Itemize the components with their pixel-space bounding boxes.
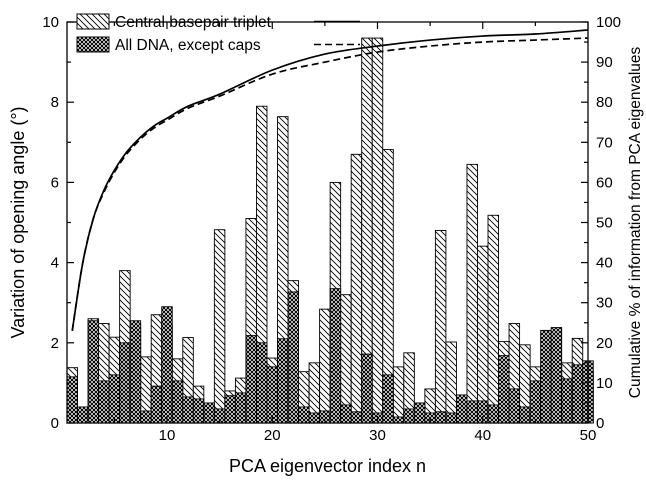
x-tick-label-20: 20 bbox=[264, 427, 281, 444]
central-triplet-bar-25 bbox=[319, 308, 331, 424]
y-tick-label-4: 4 bbox=[51, 255, 59, 272]
all-dna-bar-6 bbox=[119, 342, 131, 424]
y-axis-title: Variation of opening angle (°) bbox=[8, 106, 28, 338]
all-dna-bar-17 bbox=[234, 392, 247, 424]
all-dna-bar-10 bbox=[161, 306, 173, 424]
y2-tick-label-0: 0 bbox=[596, 415, 604, 432]
all-dna-bar-46 bbox=[540, 329, 552, 424]
central-triplet-bar-39 bbox=[466, 163, 478, 424]
central-triplet-bar-30 bbox=[371, 37, 384, 424]
all-dna-bar-36 bbox=[434, 411, 447, 424]
all-dna-bar-34 bbox=[413, 402, 426, 424]
all-dna-bar-44 bbox=[519, 406, 531, 424]
y2-axis-title: Cumulative % of information from PCA eig… bbox=[627, 47, 644, 399]
central-triplet-bar-36 bbox=[434, 230, 447, 424]
all-dna-bar-24 bbox=[308, 412, 321, 424]
y2-tick-label-60: 60 bbox=[596, 174, 613, 191]
all-dna-bar-21 bbox=[277, 338, 289, 424]
all-dna-bar-22 bbox=[287, 291, 300, 424]
x-tick-label-30: 30 bbox=[369, 427, 386, 444]
all-dna-bar-7 bbox=[129, 320, 142, 424]
y-tick-label-10: 10 bbox=[42, 14, 59, 31]
y2-tick-label-30: 30 bbox=[596, 295, 613, 312]
bars-all-dna bbox=[66, 288, 594, 424]
all-dna-bar-8 bbox=[140, 410, 152, 424]
x-tick-label-10: 10 bbox=[159, 427, 176, 444]
legend-label-all-dna: All DNA, except caps bbox=[115, 37, 261, 54]
all-dna-bar-13 bbox=[192, 398, 205, 424]
y2-tick-label-10: 10 bbox=[596, 375, 613, 392]
cumulative-lines bbox=[71, 29, 589, 331]
y-tick-label-6: 6 bbox=[51, 174, 59, 191]
y-tick-label-2: 2 bbox=[51, 335, 59, 352]
legend-swatch-central-triplet bbox=[76, 13, 110, 30]
all-dna-bar-43 bbox=[508, 388, 521, 424]
legend: Central basepair triplet All DNA, except… bbox=[76, 13, 360, 54]
all-dna-bar-49 bbox=[571, 364, 584, 424]
y2-tick-label-100: 100 bbox=[596, 14, 621, 31]
all-dna-bar-28 bbox=[350, 411, 363, 424]
legend-swatch-all-dna bbox=[76, 36, 110, 53]
all-dna-bar-1 bbox=[66, 376, 78, 424]
all-dna-bar-18 bbox=[245, 335, 257, 424]
all-dna-bar-19 bbox=[256, 342, 268, 424]
all-dna-bar-14 bbox=[203, 402, 215, 424]
all-dna-bar-31 bbox=[382, 374, 394, 424]
central-triplet-bar-15 bbox=[213, 229, 226, 424]
x-tick-label-50: 50 bbox=[580, 427, 597, 444]
all-dna-bar-39 bbox=[466, 400, 478, 424]
x-tick-label-40: 40 bbox=[474, 427, 491, 444]
all-dna-bar-33 bbox=[403, 408, 415, 424]
all-dna-bar-2 bbox=[77, 406, 89, 424]
central-triplet-bar-32 bbox=[392, 366, 405, 424]
all-dna-bar-38 bbox=[455, 394, 468, 424]
all-dna-bar-27 bbox=[340, 404, 352, 424]
y2-tick-label-20: 20 bbox=[596, 335, 613, 352]
axis-ticks bbox=[67, 21, 589, 424]
all-dna-bar-4 bbox=[98, 380, 110, 424]
all-dna-bar-42 bbox=[498, 355, 510, 424]
central-triplet-bar-41 bbox=[487, 214, 499, 424]
central-triplet-bar-40 bbox=[477, 245, 489, 424]
all-dna-bar-41 bbox=[487, 404, 499, 424]
all-dna-bar-48 bbox=[561, 378, 573, 424]
legend-label-central-triplet: Central basepair triplet bbox=[115, 14, 272, 31]
all-dna-bar-3 bbox=[87, 320, 100, 424]
y-tick-label-8: 8 bbox=[51, 94, 59, 111]
all-dna-bar-20 bbox=[266, 366, 278, 424]
all-dna-bar-16 bbox=[224, 395, 236, 424]
central-triplet-bar-27 bbox=[340, 294, 352, 424]
central-triplet-bar-28 bbox=[350, 153, 363, 424]
y2-tick-label-80: 80 bbox=[596, 94, 613, 111]
all-dna-bar-11 bbox=[171, 380, 184, 424]
all-dna-bar-12 bbox=[182, 396, 194, 424]
all-dna-bar-47 bbox=[550, 327, 563, 424]
all-dna-bar-37 bbox=[445, 412, 457, 424]
x-axis-title: PCA eigenvector index n bbox=[229, 456, 426, 476]
all-dna-bar-32 bbox=[392, 416, 405, 424]
y2-tick-label-70: 70 bbox=[596, 134, 613, 151]
all-dna-bar-26 bbox=[329, 288, 342, 424]
all-dna-bar-45 bbox=[529, 380, 542, 424]
all-dna-bar-23 bbox=[298, 406, 310, 424]
all-dna-bar-9 bbox=[150, 385, 163, 424]
central-triplet-bar-37 bbox=[445, 341, 457, 424]
all-dna-bar-5 bbox=[108, 374, 121, 424]
y-tick-label-0: 0 bbox=[51, 415, 59, 432]
all-dna-bar-29 bbox=[361, 353, 373, 424]
y2-tick-label-50: 50 bbox=[596, 215, 613, 232]
y2-tick-label-40: 40 bbox=[596, 255, 613, 272]
y2-tick-label-90: 90 bbox=[596, 54, 613, 71]
